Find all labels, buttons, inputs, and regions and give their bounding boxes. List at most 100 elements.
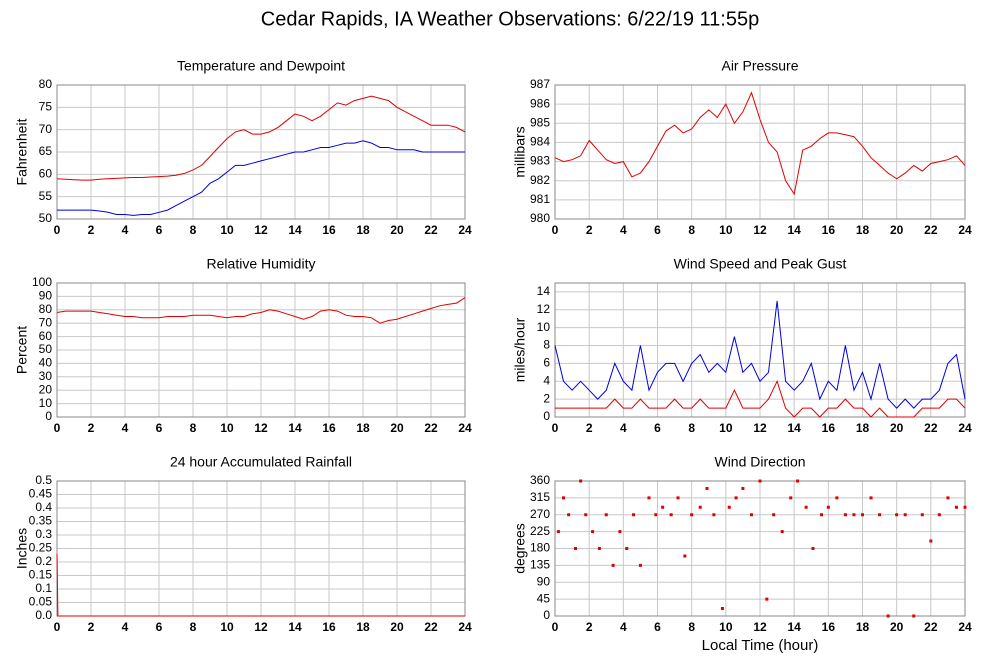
x-tick-label: 18 bbox=[356, 421, 370, 435]
y-tick-label: 10 bbox=[537, 320, 551, 334]
data-point bbox=[820, 513, 823, 517]
y-tick-label: 4 bbox=[543, 373, 550, 387]
data-point bbox=[929, 539, 933, 543]
data-point bbox=[946, 496, 950, 500]
x-tick-label: 10 bbox=[719, 223, 733, 237]
x-tick-label: 2 bbox=[88, 421, 95, 435]
x-tick-label: 2 bbox=[88, 223, 95, 237]
y-tick-label: 0.3 bbox=[35, 527, 52, 541]
x-tick-label: 6 bbox=[156, 620, 163, 634]
x-tick-label: 10 bbox=[719, 421, 733, 435]
x-tick-label: 8 bbox=[688, 620, 695, 634]
data-point bbox=[618, 530, 622, 534]
y-tick-label: 80 bbox=[39, 302, 53, 316]
y-tick-label: 30 bbox=[39, 369, 53, 383]
y-tick-label: 45 bbox=[537, 591, 551, 605]
y-axis-label: degrees bbox=[512, 523, 528, 574]
x-tick-label: 24 bbox=[958, 620, 972, 634]
x-tick-label: 14 bbox=[288, 421, 302, 435]
data-point bbox=[920, 513, 924, 517]
y-tick-label: 0.4 bbox=[35, 500, 52, 514]
y-tick-label: 0.5 bbox=[35, 473, 52, 487]
y-tick-label: 12 bbox=[537, 302, 551, 316]
y-tick-label: 60 bbox=[39, 167, 53, 181]
data-point bbox=[676, 496, 680, 500]
x-tick-label: 0 bbox=[54, 421, 61, 435]
data-line bbox=[555, 379, 966, 418]
y-tick-label: 100 bbox=[32, 275, 52, 289]
y-tick-label: 985 bbox=[530, 115, 550, 129]
x-tick-label: 16 bbox=[822, 223, 836, 237]
y-tick-label: 90 bbox=[537, 574, 551, 588]
y-tick-label: 6 bbox=[543, 356, 550, 370]
data-point bbox=[574, 547, 577, 550]
y-tick-label: 55 bbox=[39, 189, 53, 203]
x-tick-label: 10 bbox=[220, 421, 234, 435]
data-point bbox=[638, 563, 642, 567]
x-tick-label: 22 bbox=[924, 620, 938, 634]
x-tick-label: 4 bbox=[620, 223, 627, 237]
page-title: Cedar Rapids, IA Weather Observations: 6… bbox=[261, 8, 759, 30]
y-tick-label: 360 bbox=[530, 473, 550, 487]
data-point bbox=[789, 496, 793, 500]
y-tick-label: 270 bbox=[530, 507, 550, 521]
x-tick-label: 16 bbox=[822, 421, 836, 435]
data-point bbox=[741, 487, 745, 490]
x-tick-label: 20 bbox=[890, 421, 904, 435]
y-tick-label: 0.2 bbox=[35, 554, 52, 568]
data-point bbox=[632, 513, 636, 517]
x-tick-label: 0 bbox=[552, 223, 559, 237]
data-point bbox=[852, 513, 856, 517]
x-tick-label: 8 bbox=[190, 223, 197, 237]
x-tick-label: 18 bbox=[856, 223, 870, 237]
data-point bbox=[804, 505, 808, 509]
data-line bbox=[57, 140, 465, 216]
y-tick-label: 0 bbox=[543, 409, 550, 423]
x-tick-label: 22 bbox=[924, 223, 938, 237]
x-tick-label: 20 bbox=[390, 223, 404, 237]
y-tick-label: 0 bbox=[543, 608, 550, 622]
x-tick-label: 24 bbox=[458, 223, 472, 237]
data-line bbox=[554, 300, 966, 409]
y-axis-label: millibars bbox=[512, 126, 528, 177]
x-tick-label: 18 bbox=[356, 620, 370, 634]
data-point bbox=[604, 513, 608, 517]
x-tick-label: 14 bbox=[288, 620, 302, 634]
x-tick-label: 24 bbox=[958, 223, 972, 237]
x-tick-label: 8 bbox=[190, 620, 197, 634]
x-tick-label: 22 bbox=[424, 421, 438, 435]
x-tick-label: 16 bbox=[322, 421, 336, 435]
data-point bbox=[886, 614, 890, 618]
x-tick-label: 20 bbox=[390, 421, 404, 435]
x-tick-label: 18 bbox=[356, 223, 370, 237]
x-tick-label: 2 bbox=[586, 620, 593, 634]
data-point bbox=[734, 496, 738, 500]
x-tick-label: 2 bbox=[586, 223, 593, 237]
y-tick-label: 981 bbox=[530, 192, 550, 206]
y-tick-label: 0.1 bbox=[35, 581, 52, 595]
data-point bbox=[727, 505, 731, 509]
x-tick-label: 12 bbox=[254, 223, 268, 237]
data-point bbox=[611, 563, 615, 567]
x-tick-label: 12 bbox=[753, 223, 767, 237]
y-tick-label: 0.45 bbox=[29, 487, 53, 501]
y-axis-label: miles/hour bbox=[512, 317, 528, 382]
data-point bbox=[878, 513, 882, 517]
data-point bbox=[954, 505, 958, 509]
data-point bbox=[669, 513, 673, 517]
x-tick-label: 4 bbox=[620, 421, 627, 435]
y-tick-label: 50 bbox=[39, 211, 53, 225]
x-tick-label: 20 bbox=[390, 620, 404, 634]
y-tick-label: 10 bbox=[39, 396, 53, 410]
data-point bbox=[647, 496, 651, 500]
x-tick-label: 14 bbox=[787, 421, 801, 435]
x-tick-label: 18 bbox=[856, 421, 870, 435]
x-tick-label: 14 bbox=[288, 223, 302, 237]
x-axis-label: Local Time (hour) bbox=[702, 637, 819, 654]
chart-title: Temperature and Dewpoint bbox=[177, 58, 345, 74]
y-tick-label: 75 bbox=[39, 100, 53, 114]
y-tick-label: 65 bbox=[39, 144, 53, 158]
x-tick-label: 24 bbox=[958, 421, 972, 435]
x-tick-label: 20 bbox=[890, 620, 904, 634]
y-tick-label: 135 bbox=[530, 558, 550, 572]
